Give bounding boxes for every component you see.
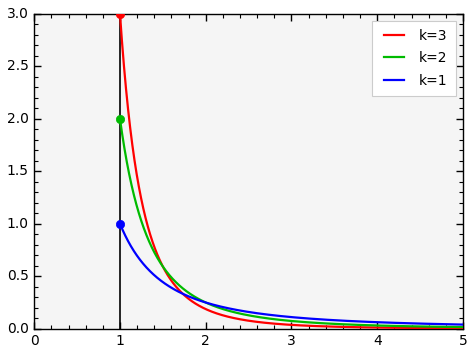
k=2 <box>117 116 123 121</box>
k=2 <box>460 325 466 329</box>
Line: k=3: k=3 <box>120 13 463 328</box>
k=3 <box>156 257 162 261</box>
k=3 <box>417 326 422 330</box>
k=1 <box>264 312 269 317</box>
k=1 <box>417 321 422 326</box>
k=3 <box>177 288 182 293</box>
k=1 <box>177 290 182 294</box>
Line: k=1: k=1 <box>120 224 463 324</box>
k=3 <box>460 326 466 331</box>
k=1 <box>453 322 459 327</box>
k=2 <box>156 258 162 263</box>
k=1 <box>156 277 162 282</box>
k=2 <box>417 324 422 329</box>
k=3 <box>117 11 123 16</box>
k=1 <box>249 310 255 315</box>
k=1 <box>460 322 466 327</box>
k=2 <box>177 283 182 288</box>
k=2 <box>453 325 459 329</box>
Line: k=2: k=2 <box>120 119 463 327</box>
Legend: k=3, k=2, k=1: k=3, k=2, k=1 <box>372 21 456 96</box>
k=3 <box>453 326 459 331</box>
k=3 <box>264 321 269 325</box>
k=2 <box>264 316 269 320</box>
k=1 <box>117 222 123 226</box>
k=3 <box>249 319 255 323</box>
k=2 <box>249 314 255 318</box>
